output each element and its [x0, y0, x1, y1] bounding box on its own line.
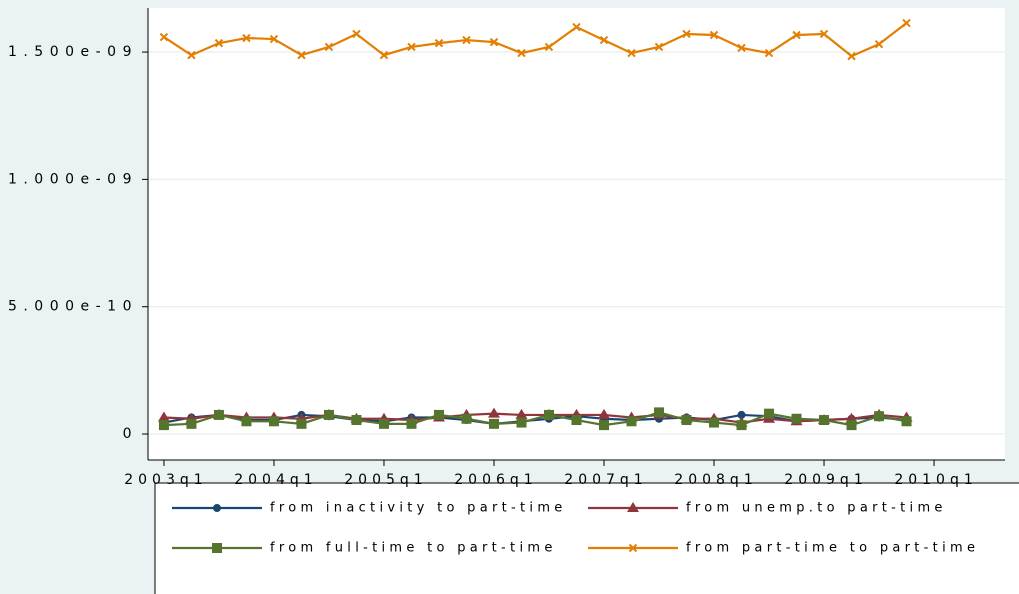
marker — [269, 34, 279, 44]
marker — [543, 409, 554, 420]
x-tick-label: 2006q1 — [454, 472, 537, 488]
marker — [737, 43, 746, 53]
marker — [212, 543, 222, 553]
marker — [433, 409, 444, 420]
marker — [158, 420, 169, 431]
x-tick-label: 2005q1 — [344, 472, 427, 488]
marker — [709, 417, 720, 428]
marker — [516, 417, 527, 428]
series-line — [163, 411, 907, 427]
marker — [628, 543, 638, 553]
marker — [379, 50, 389, 60]
marker — [598, 408, 611, 419]
marker — [681, 415, 692, 426]
series-line — [163, 412, 907, 424]
x-tick-label: 2008q1 — [674, 472, 757, 488]
marker — [517, 48, 526, 58]
legend — [154, 482, 1019, 594]
marker — [407, 42, 416, 52]
marker — [214, 38, 224, 48]
x-tick-label: 2009q1 — [784, 472, 867, 488]
marker — [764, 48, 774, 58]
marker — [268, 416, 279, 427]
marker — [378, 418, 389, 429]
marker — [324, 42, 334, 52]
marker — [157, 411, 170, 422]
marker — [901, 416, 912, 427]
y-tick-label: 1.000e-09 — [8, 171, 138, 187]
legend-label: from unemp.to part-time — [686, 501, 947, 516]
marker — [461, 413, 472, 424]
marker — [159, 32, 169, 42]
marker — [847, 51, 856, 61]
marker — [819, 415, 830, 426]
legend-items: from inactivity to part-time from unemp.t… — [172, 501, 979, 556]
marker — [874, 411, 885, 422]
marker — [627, 48, 636, 58]
y-tick-label: 1.500e-09 — [8, 44, 138, 60]
marker — [654, 407, 665, 418]
marker — [434, 38, 444, 48]
marker — [902, 18, 911, 28]
marker — [213, 504, 221, 512]
y-tick-label: 0 — [123, 426, 138, 442]
marker — [709, 30, 719, 40]
marker — [462, 35, 471, 45]
marker — [792, 30, 801, 40]
y-tick-label: 5.000e-10 — [8, 299, 138, 315]
x-tick-label: 2007q1 — [564, 472, 647, 488]
marker — [736, 420, 747, 431]
marker — [186, 418, 197, 429]
marker — [187, 50, 196, 60]
legend-label: from inactivity to part-time — [270, 501, 567, 516]
marker — [241, 416, 252, 427]
marker — [489, 37, 499, 47]
marker — [626, 416, 637, 427]
marker — [819, 29, 829, 39]
marker — [515, 408, 528, 419]
marker — [571, 415, 582, 426]
marker — [627, 502, 639, 512]
marker — [487, 407, 500, 418]
plot-area — [148, 8, 1005, 460]
marker — [242, 33, 251, 43]
marker — [874, 39, 884, 49]
marker — [846, 420, 857, 431]
grid — [148, 51, 1005, 435]
x-tick-label: 2010q1 — [894, 472, 977, 488]
marker — [213, 409, 224, 420]
marker — [544, 42, 554, 52]
marker — [323, 409, 334, 420]
series-layer — [157, 18, 913, 431]
series-line — [163, 22, 908, 58]
legend-label: from part-time to part-time — [686, 541, 979, 556]
marker — [297, 50, 306, 60]
x-tick-label: 2004q1 — [234, 472, 317, 488]
marker — [682, 29, 691, 39]
marker — [737, 410, 746, 419]
marker — [406, 418, 417, 429]
marker — [654, 42, 664, 52]
marker — [599, 420, 610, 431]
x-tick-label: 2003q1 — [124, 472, 207, 488]
marker — [296, 418, 307, 429]
marker — [572, 22, 581, 32]
marker — [351, 415, 362, 426]
marker — [791, 413, 802, 424]
legend-label: from full-time to part-time — [270, 541, 557, 556]
marker — [352, 29, 361, 39]
marker — [764, 408, 775, 419]
marker — [599, 35, 609, 45]
marker — [488, 418, 499, 429]
